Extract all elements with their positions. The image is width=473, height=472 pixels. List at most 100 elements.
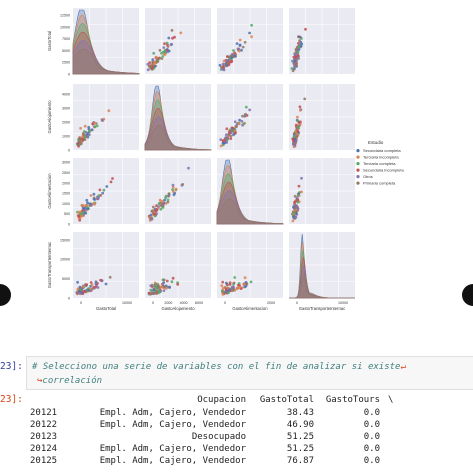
scatter-point: [162, 281, 166, 284]
scatter-point: [250, 23, 254, 27]
scatter-point: [97, 194, 101, 198]
scatter-point: [151, 60, 155, 64]
scatter-point: [154, 291, 157, 295]
scatter-point: [146, 62, 150, 66]
scatter-point: [299, 108, 302, 112]
scatter-point: [228, 131, 232, 135]
scatter-point: [153, 207, 157, 211]
scatter-point: [85, 198, 89, 202]
scatter-point: [92, 201, 96, 205]
scatter-point: [291, 137, 295, 141]
scatter-point: [167, 36, 171, 40]
scatter-point: [170, 280, 174, 284]
scatter-point: [149, 213, 153, 217]
scatter-point: [93, 125, 97, 129]
scatter-point: [79, 126, 82, 130]
scatter-point: [83, 124, 87, 128]
scatter-point: [99, 278, 102, 282]
cell-ocupacion: Empl. Adm, Cajero, Vendedor: [99, 420, 246, 430]
scatter-point: [220, 284, 224, 287]
scatter-point: [232, 49, 235, 52]
legend-entry: Terciaria incompleta: [363, 155, 399, 160]
scatter-point: [241, 114, 244, 118]
scatter-point: [297, 45, 301, 49]
pairplot-figure: 02500500075001000012500GastoTotal0100020…: [47, 8, 404, 311]
scatter-point: [250, 35, 254, 39]
scatter-point: [166, 198, 170, 202]
scatter-point: [237, 49, 241, 53]
y-axis-label: GastoAlojamiento: [47, 100, 52, 134]
scatter-point: [78, 285, 82, 289]
scatter-point: [292, 143, 295, 146]
scatter-point: [82, 130, 86, 133]
scatter-point: [158, 48, 162, 52]
x-tick-label: 0: [80, 301, 82, 305]
legend-entry: Terciaria completa: [363, 161, 396, 166]
scatter-point: [225, 140, 228, 144]
scatter-point: [160, 57, 164, 60]
scatter-point: [249, 280, 253, 284]
scatter-point: [96, 197, 100, 201]
scatter-point: [85, 283, 88, 286]
scatter-point: [296, 132, 299, 136]
scatter-point: [219, 138, 223, 142]
scatter-point: [169, 43, 173, 47]
code-editor[interactable]: # Selecciono una serie de variables con …: [26, 356, 473, 390]
scatter-point: [297, 47, 301, 51]
scatter-point: [77, 215, 81, 218]
x-tick-label: 2000: [267, 301, 275, 305]
scatter-point: [238, 118, 242, 122]
scatter-point: [161, 206, 165, 209]
scatter-point: [292, 211, 296, 215]
scatter-point: [300, 190, 303, 194]
scatter-point: [89, 194, 93, 197]
scatter-point: [151, 58, 155, 62]
scatter-point: [171, 190, 175, 193]
scatter-point: [300, 176, 303, 180]
x-tick-label: 10000: [122, 301, 132, 305]
y-tick-label: 500: [64, 212, 70, 216]
scatter-point: [235, 123, 239, 126]
scatter-point: [154, 283, 157, 286]
scatter-point: [242, 122, 246, 126]
scatter-point: [81, 209, 84, 212]
code-comment-line-2: ↪correlación: [37, 376, 103, 386]
x-tick-label: 2000: [164, 301, 172, 305]
row-index: 20122: [30, 420, 58, 430]
scatter-point: [233, 51, 237, 55]
y-tick-label: 10000: [60, 25, 70, 29]
scatter-point: [102, 188, 106, 192]
legend-marker: [356, 181, 360, 185]
x-axis-label: GastoTransporteInternac: [299, 306, 345, 311]
kde-curve: [289, 273, 355, 299]
scatter-point: [291, 59, 294, 63]
y-tick-label: 2500: [62, 171, 70, 175]
y-tick-label: 2000: [62, 181, 70, 185]
col-header-continuation: \: [388, 395, 394, 405]
scatter-point: [168, 286, 172, 289]
scatter-point: [293, 67, 296, 71]
scatter-point: [158, 198, 162, 202]
y-tick-label: 5000: [62, 277, 70, 281]
scatter-point: [158, 56, 162, 60]
scatter-point: [227, 58, 230, 62]
scatter-point: [94, 280, 98, 284]
cell-ocupacion: Empl. Adm, Cajero, Vendedor: [99, 456, 246, 466]
scatter-point: [298, 39, 301, 43]
x-axis-label: GastoTotal: [96, 306, 116, 311]
scatter-point: [224, 136, 228, 140]
row-index: 20123: [30, 432, 58, 442]
cell-ocupacion: Desocupado: [191, 432, 246, 442]
scatter-point: [296, 50, 300, 54]
y-tick-label: 0: [68, 73, 70, 77]
scatter-point: [92, 285, 96, 289]
scatter-point: [232, 282, 235, 286]
scatter-point: [294, 61, 298, 65]
previous-slide-button[interactable]: [0, 284, 11, 306]
scatter-point: [166, 200, 170, 204]
next-slide-button[interactable]: [462, 284, 473, 306]
cell-gastototal: 38.43: [286, 408, 314, 418]
scatter-point: [181, 183, 185, 186]
scatter-point: [248, 108, 252, 112]
scatter-point: [171, 183, 175, 187]
